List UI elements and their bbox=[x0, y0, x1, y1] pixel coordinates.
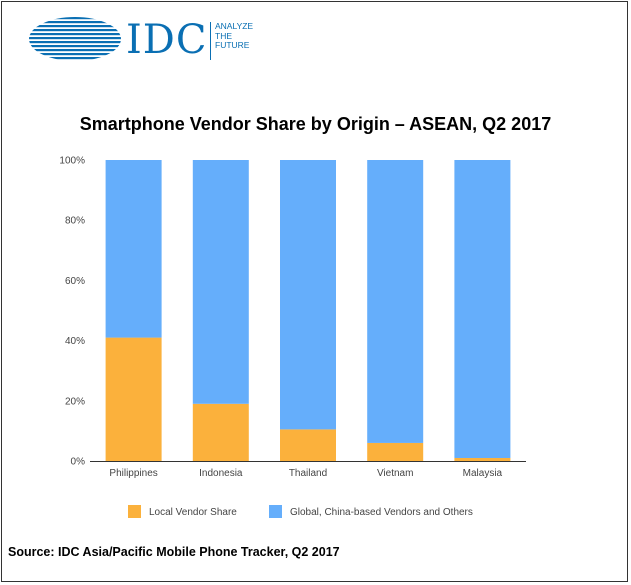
bar-segment bbox=[367, 160, 423, 443]
bar-segment bbox=[193, 404, 249, 461]
bar-segment bbox=[280, 429, 336, 461]
bar-segment bbox=[367, 443, 423, 461]
bar-segment bbox=[454, 160, 510, 458]
x-tick-label: Thailand bbox=[289, 468, 327, 479]
x-tick-label: Malaysia bbox=[463, 468, 503, 479]
y-tick-label: 20% bbox=[65, 396, 85, 407]
y-tick-label: 40% bbox=[65, 336, 85, 347]
y-tick-label: 100% bbox=[59, 156, 85, 167]
bar-segment bbox=[193, 160, 249, 404]
legend-label: Local Vendor Share bbox=[149, 507, 237, 518]
legend-swatch bbox=[128, 505, 141, 518]
source-note: Source: IDC Asia/Pacific Mobile Phone Tr… bbox=[8, 545, 340, 559]
bar-segment bbox=[106, 160, 162, 338]
x-tick-label: Philippines bbox=[109, 468, 157, 479]
bar-segment bbox=[454, 458, 510, 461]
x-tick-label: Indonesia bbox=[199, 468, 243, 479]
y-tick-label: 0% bbox=[71, 457, 86, 468]
x-tick-label: Vietnam bbox=[377, 468, 414, 479]
bar-segment bbox=[106, 338, 162, 461]
y-tick-label: 60% bbox=[65, 276, 85, 287]
y-tick-label: 80% bbox=[65, 216, 85, 227]
legend-swatch bbox=[269, 505, 282, 518]
legend-label: Global, China-based Vendors and Others bbox=[290, 507, 473, 518]
bar-segment bbox=[280, 160, 336, 429]
